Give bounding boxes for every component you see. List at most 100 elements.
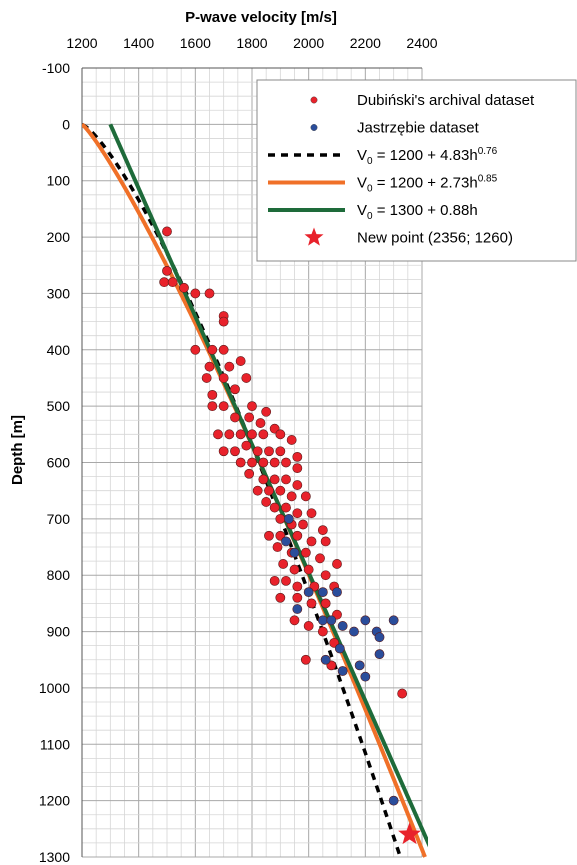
legend: Dubiński's archival dataset Jastrzębie da… — [256, 79, 577, 262]
legend-label: V0 = 1200 + 2.73h0.85 — [357, 174, 498, 195]
y-tick-label: 300 — [47, 285, 71, 301]
data-point — [269, 474, 280, 485]
legend-box — [256, 79, 577, 262]
data-point — [235, 457, 246, 468]
data-point — [218, 373, 229, 383]
y-tick-label: 800 — [47, 567, 71, 583]
legend-dot — [310, 124, 318, 131]
data-point — [334, 643, 345, 654]
data-point — [300, 491, 311, 502]
data-point — [289, 547, 300, 558]
legend-label: Dubiński's archival dataset — [357, 92, 535, 109]
data-point — [252, 485, 263, 496]
data-point — [264, 446, 274, 457]
legend-dot — [310, 96, 318, 104]
data-point — [306, 536, 317, 547]
data-point — [179, 282, 189, 293]
data-point — [286, 491, 297, 502]
scatter-series — [159, 226, 408, 699]
data-point — [244, 412, 255, 423]
data-point — [207, 401, 218, 412]
legend-label: V0 = 1200 + 4.83h0.76 — [357, 146, 498, 167]
plot-area — [82, 122, 428, 858]
data-point — [159, 277, 170, 288]
new-point-star — [398, 822, 421, 845]
data-point — [303, 564, 314, 575]
data-point — [244, 468, 255, 479]
x-tick-label: 2400 — [406, 35, 437, 51]
x-tick-label: 2200 — [350, 35, 381, 51]
data-point — [374, 632, 385, 643]
data-point — [162, 226, 172, 237]
y-tick-label: 500 — [47, 398, 71, 414]
data-point — [207, 344, 218, 355]
data-point — [190, 344, 201, 355]
data-point — [275, 429, 286, 440]
data-point — [281, 457, 291, 468]
data-point — [303, 621, 314, 631]
data-point — [292, 592, 303, 603]
x-tick-label: 1400 — [123, 35, 154, 51]
data-point — [354, 660, 365, 671]
data-point — [292, 508, 303, 519]
data-point — [292, 530, 303, 541]
data-point — [360, 671, 371, 682]
x-tick-label: 1600 — [180, 35, 211, 51]
data-point — [275, 446, 286, 457]
legend-label: Jastrzębie dataset — [357, 120, 480, 137]
data-point — [281, 575, 291, 586]
data-point — [281, 536, 291, 547]
data-point — [289, 564, 300, 575]
data-point — [241, 373, 252, 383]
y-tick-label: 700 — [47, 511, 71, 527]
data-point — [388, 795, 399, 806]
data-point — [204, 288, 215, 299]
data-point — [201, 373, 212, 383]
data-point — [235, 356, 246, 366]
data-point — [320, 598, 331, 609]
data-point — [261, 497, 272, 507]
x-tick-label: 2000 — [293, 35, 324, 51]
data-point — [317, 626, 328, 637]
data-point — [230, 412, 240, 423]
data-point — [269, 502, 280, 513]
data-point — [275, 485, 286, 496]
data-point — [218, 401, 229, 412]
y-tick-label: 1100 — [40, 736, 70, 752]
data-point — [241, 440, 252, 451]
data-point — [213, 429, 223, 440]
data-point — [258, 429, 269, 440]
data-point — [258, 457, 269, 468]
legend-star — [304, 227, 324, 246]
legend-label: V0 = 1300 + 0.88h — [357, 202, 478, 222]
data-point — [283, 513, 294, 524]
y-axis-title: Depth [m] — [9, 415, 26, 485]
data-point — [286, 435, 297, 445]
data-point — [261, 406, 272, 417]
data-point — [218, 344, 229, 355]
data-point — [332, 559, 342, 569]
data-point — [317, 615, 328, 626]
y-tick-label: 1000 — [39, 680, 70, 696]
y-tick-label: 400 — [47, 342, 71, 358]
data-point — [289, 615, 300, 626]
y-tick-label: 0 — [62, 116, 70, 132]
data-point — [317, 587, 328, 598]
data-point — [218, 316, 229, 327]
data-point — [326, 615, 337, 626]
data-point — [317, 525, 328, 536]
data-point — [162, 265, 172, 276]
data-point — [190, 288, 201, 299]
data-point — [247, 457, 257, 468]
data-point — [337, 621, 348, 631]
data-point — [300, 547, 311, 558]
data-point — [332, 587, 342, 598]
data-point — [360, 615, 371, 626]
y-tick-label: 100 — [47, 173, 71, 189]
data-point — [349, 626, 359, 637]
data-point — [337, 666, 348, 676]
x-axis-title: P-wave velocity [m/s] — [185, 9, 337, 26]
data-point — [292, 604, 303, 614]
data-point — [204, 361, 215, 372]
data-point — [258, 474, 269, 485]
